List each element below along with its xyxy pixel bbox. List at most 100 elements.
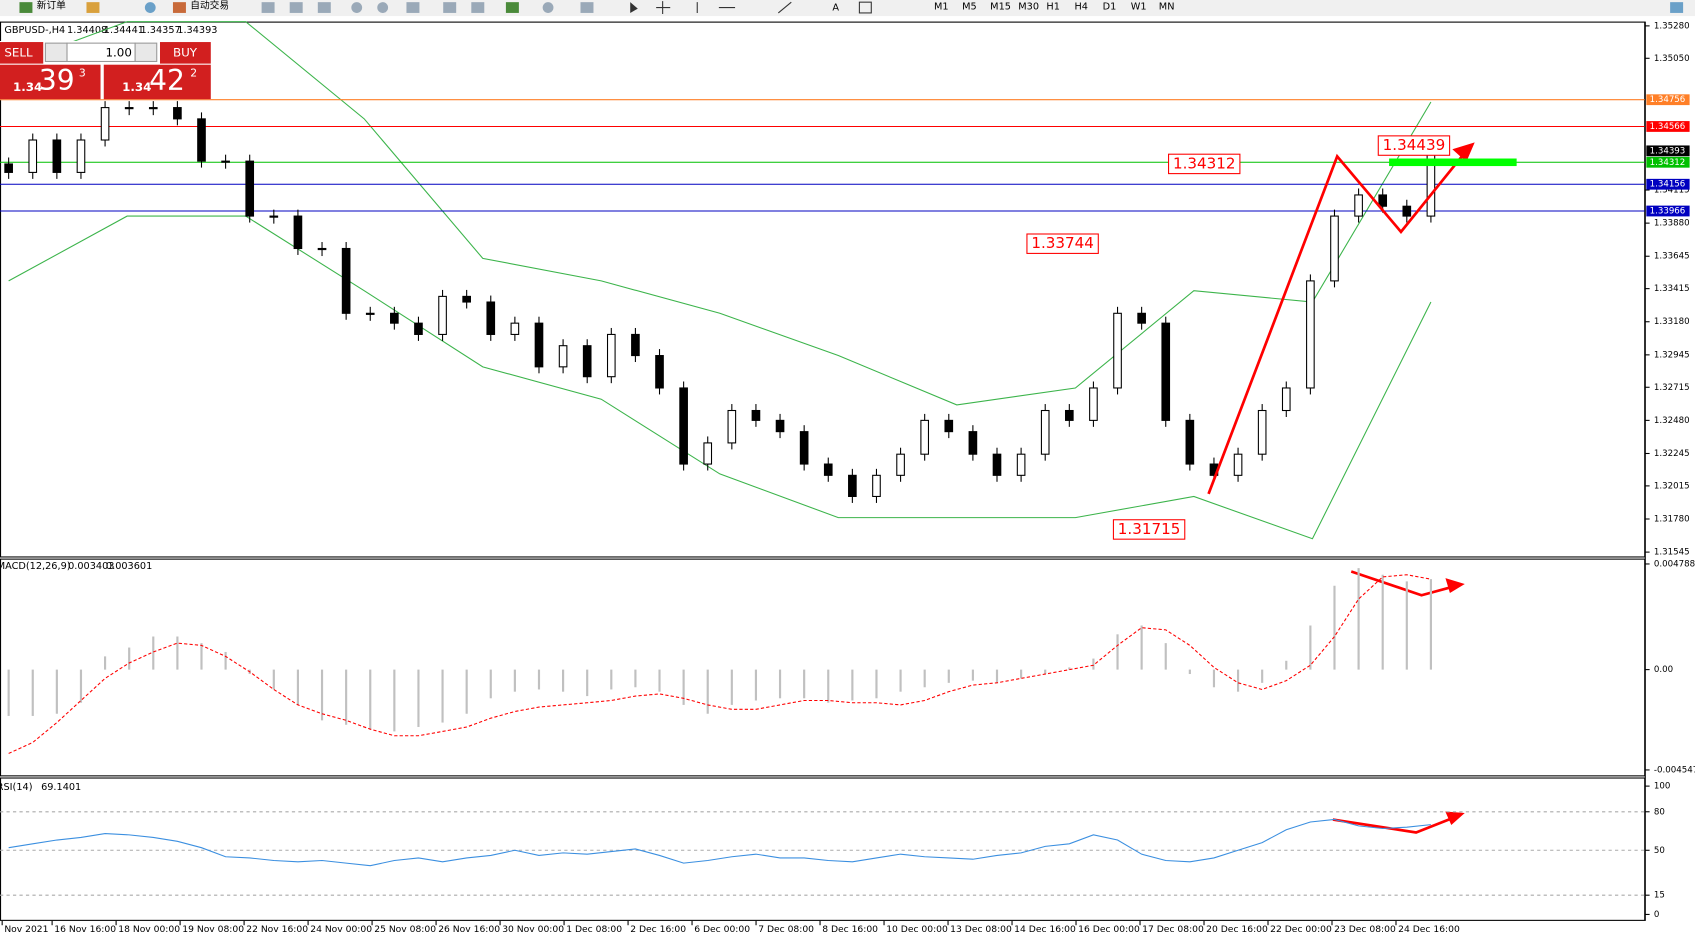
- candle-body: [534, 322, 544, 368]
- new-order[interactable]: 新订单: [37, 0, 66, 11]
- sell-button[interactable]: [0, 42, 44, 64]
- icon[interactable]: [289, 2, 303, 13]
- x-tick-label: 25 Nov 08:00: [374, 924, 436, 935]
- x-tick-label: 7 Dec 08:00: [758, 924, 814, 935]
- x-tick-label: 6 Dec 00:00: [694, 924, 750, 935]
- candle-body: [245, 160, 255, 217]
- candle-body: [1089, 387, 1098, 421]
- level-label: 1.34566: [1650, 122, 1686, 132]
- sell-price-box[interactable]: [0, 64, 101, 100]
- buy-label[interactable]: BUY: [173, 45, 198, 59]
- auto-trading[interactable]: 自动交易: [190, 0, 229, 11]
- candle-body: [1402, 205, 1412, 217]
- y-tick-label: 1.32945: [1654, 350, 1690, 360]
- arrow-head: [1445, 811, 1465, 826]
- ohlc-value: 1.34357: [141, 25, 181, 36]
- timeframe-button[interactable]: M1: [934, 1, 949, 12]
- price-annotation: 1.31715: [1118, 520, 1181, 538]
- x-tick-label: 1 Dec 08:00: [566, 924, 622, 935]
- x-tick-label: 18 Nov 00:00: [118, 924, 180, 935]
- sell-price-big: 1.34: [13, 80, 42, 94]
- timeframe-button[interactable]: M15: [990, 1, 1011, 12]
- macd-readout: 0.003601: [106, 561, 152, 572]
- icon[interactable]: [696, 1, 792, 14]
- candle-body: [727, 409, 737, 444]
- candle-body: [197, 118, 206, 162]
- candle-body: [269, 215, 279, 218]
- y-tick-label: 0.004788: [1654, 559, 1695, 569]
- icon[interactable]: [505, 2, 519, 13]
- icon[interactable]: [858, 1, 872, 14]
- candle-body: [1064, 409, 1074, 421]
- icon[interactable]: [19, 2, 33, 13]
- icon[interactable]: [1670, 2, 1684, 13]
- timeframe-button[interactable]: D1: [1103, 1, 1117, 12]
- lot-up[interactable]: [134, 42, 158, 63]
- icon[interactable]: [630, 2, 638, 13]
- buy-price-box[interactable]: [103, 64, 211, 100]
- icon[interactable]: [406, 2, 420, 13]
- timeframes: M1 M5 M15 M30 H1 H4 D1 W1 MN: [934, 1, 1175, 12]
- lot-value[interactable]: 1.00: [105, 45, 131, 59]
- candle-body: [486, 301, 496, 335]
- x-tick-label: 17 Dec 08:00: [1142, 924, 1204, 935]
- icon[interactable]: [261, 2, 275, 13]
- candle-body: [76, 139, 86, 173]
- trade-panel: SELL 1.00 BUY 1.34 39 3 1.34 42 2: [0, 40, 211, 100]
- icon[interactable]: [144, 2, 156, 13]
- timeframe-button[interactable]: M5: [962, 1, 977, 12]
- candle-body: [4, 163, 13, 173]
- candle-body: [992, 453, 1002, 476]
- icon[interactable]: [86, 2, 100, 13]
- level-tag: [1646, 156, 1690, 168]
- y-tick-label: 0: [1654, 910, 1660, 920]
- candle-body: [582, 345, 592, 378]
- timeframe-button[interactable]: MN: [1159, 1, 1175, 12]
- price-annotation-box: [1377, 135, 1451, 156]
- x-tick-label: 24 Nov 00:00: [310, 924, 372, 935]
- timeframe-button[interactable]: H1: [1046, 1, 1060, 12]
- timeframe-button[interactable]: W1: [1131, 1, 1147, 12]
- candle-body: [124, 107, 134, 110]
- candle-body: [1354, 194, 1363, 217]
- candle-body: [799, 431, 809, 465]
- x-tick-label: 19 Nov 08:00: [182, 924, 244, 935]
- level-label: 1.34756: [1650, 95, 1686, 105]
- candle-body: [414, 322, 423, 335]
- candle-body: [655, 355, 664, 389]
- icon[interactable]: [580, 2, 594, 13]
- icon[interactable]: [656, 1, 671, 15]
- lot-down[interactable]: [44, 42, 68, 63]
- y-tick-label: 1.33645: [1654, 252, 1690, 262]
- x-tick-label: 16 Nov 16:00: [54, 924, 116, 935]
- icon[interactable]: [443, 2, 457, 13]
- timeframe-button[interactable]: M30: [1018, 1, 1039, 12]
- icon[interactable]: [317, 2, 331, 13]
- candle-body: [1016, 453, 1026, 476]
- candle-body: [1113, 312, 1122, 389]
- icon[interactable]: [542, 2, 554, 13]
- timeframe-button[interactable]: H4: [1075, 1, 1089, 12]
- macd-signal: [8, 574, 1432, 754]
- candle-body: [1378, 194, 1388, 207]
- price-annotation-box: [1112, 519, 1186, 540]
- candle-body: [1137, 312, 1146, 324]
- icon[interactable]: [351, 2, 363, 13]
- level-tag: [1646, 178, 1690, 190]
- arrow-path: [1350, 570, 1458, 597]
- level-label: 1.34156: [1650, 180, 1686, 190]
- icon[interactable]: [377, 2, 389, 13]
- candle-body: [703, 442, 713, 465]
- buy-button[interactable]: [159, 42, 211, 64]
- icon[interactable]: [172, 2, 186, 13]
- y-tick-label: 1.35280: [1654, 21, 1690, 31]
- sell-label[interactable]: SELL: [4, 45, 33, 59]
- icon[interactable]: A: [832, 3, 839, 14]
- icon[interactable]: [471, 2, 485, 13]
- candle-body: [1161, 322, 1171, 421]
- price-annotation: 1.34312: [1173, 154, 1236, 172]
- x-tick-label: 8 Dec 16:00: [822, 924, 878, 935]
- rsi-readout: 69.1401: [41, 782, 81, 793]
- x-tick-label: 30 Nov 00:00: [502, 924, 564, 935]
- candle-body: [920, 419, 930, 455]
